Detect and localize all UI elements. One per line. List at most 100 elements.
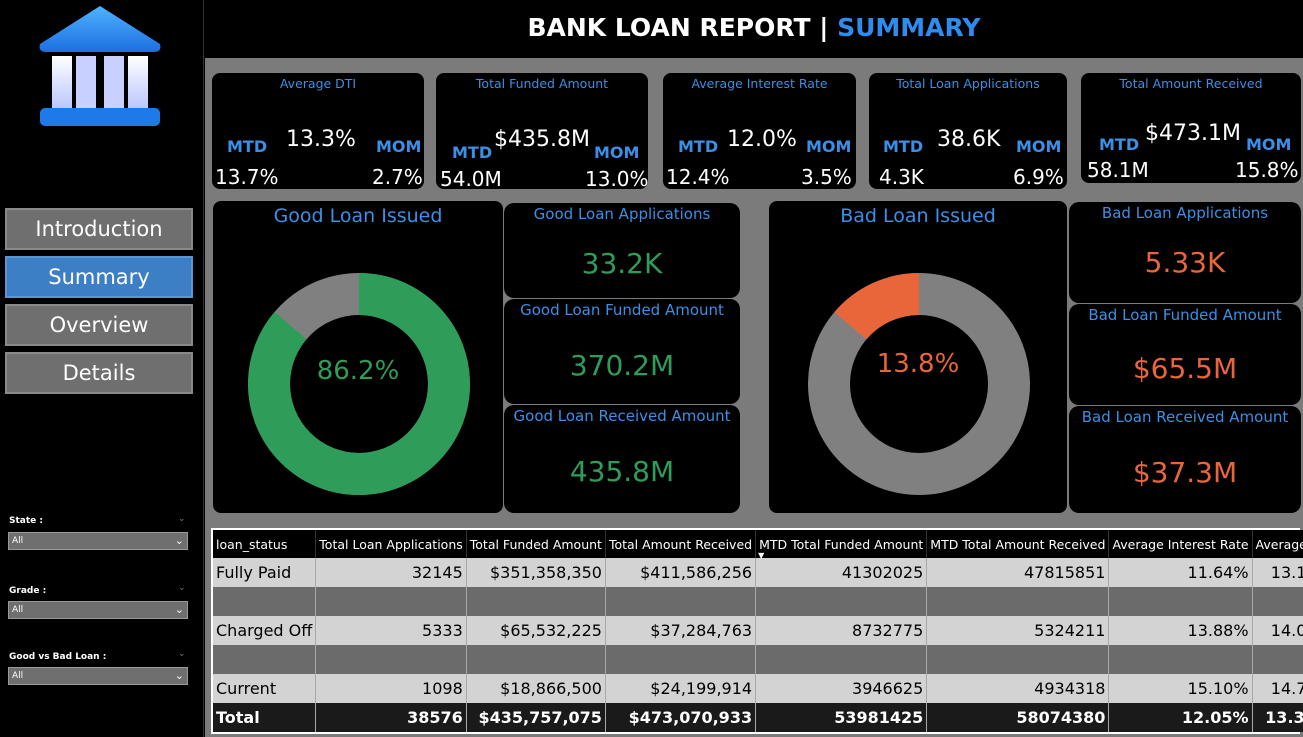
good-bad-filter-label: Good vs Bad Loan : bbox=[9, 652, 107, 662]
chevron-down-icon[interactable]: ⌄ bbox=[178, 583, 186, 593]
column-header[interactable]: Total Amount Received bbox=[605, 530, 757, 558]
kpi-mtd-label: MTD bbox=[883, 137, 924, 156]
table-header-row: loan_status Total Loan Applications Tota… bbox=[213, 530, 1303, 560]
kpi-total-funded-amount: Total Funded Amount MTD $435.8M MOM 54.0… bbox=[436, 73, 649, 191]
kpi-total-loan-applications: Total Loan Applications MTD 38.6K MOM 4.… bbox=[869, 73, 1067, 189]
kpi-average-interest-rate: Average Interest Rate MTD 12.0% MOM 12.4… bbox=[663, 73, 856, 189]
kpi-title: Average Interest Rate bbox=[691, 76, 828, 91]
column-header[interactable]: Total Funded Amount bbox=[466, 530, 606, 558]
grade-filter-dropdown[interactable]: All ⌄ bbox=[8, 601, 188, 619]
table-cell: 14.72% bbox=[1252, 674, 1303, 703]
sort-descending-icon: ▼ bbox=[758, 551, 765, 560]
card-title: Bad Loan Received Amount bbox=[1081, 408, 1289, 426]
card-value: $37.3M bbox=[1132, 456, 1238, 489]
page-title: BANK LOAN REPORT | SUMMARY bbox=[205, 0, 1303, 58]
kpi-title: Total Amount Received bbox=[1119, 76, 1263, 91]
table-row[interactable]: Charged Off 5333 $65,532,225 $37,284,763… bbox=[213, 616, 1303, 645]
kpi-mom-label: MOM bbox=[806, 137, 852, 156]
table-cell: Charged Off bbox=[213, 616, 317, 645]
kpi-mtd-label: MTD bbox=[452, 143, 493, 162]
good-loan-share-arc bbox=[248, 273, 470, 495]
kpi-mom-value: 2.7% bbox=[372, 165, 423, 189]
column-header[interactable]: Average DTI bbox=[1252, 530, 1303, 558]
chevron-down-icon[interactable]: ⌄ bbox=[178, 649, 186, 659]
table-cell: 12.05% bbox=[1108, 703, 1253, 732]
table-total-row: Total 38576 $435,757,075 $473,070,933 53… bbox=[213, 703, 1303, 732]
kpi-value: $435.8M bbox=[494, 127, 590, 152]
state-filter-value: All bbox=[12, 536, 24, 546]
chevron-down-icon: ⌄ bbox=[174, 603, 184, 616]
column-header[interactable]: MTD Total Funded Amount ▼ bbox=[755, 530, 928, 560]
table-cell: 47815851 bbox=[926, 558, 1110, 587]
column-header-label: MTD Total Funded Amount bbox=[759, 536, 924, 552]
kpi-title: Total Loan Applications bbox=[896, 76, 1040, 91]
kpi-mom-label: MOM bbox=[1016, 137, 1062, 156]
bad-loan-donut-chart bbox=[808, 273, 1030, 495]
kpi-mtd-value: 4.3K bbox=[879, 165, 924, 189]
state-filter-dropdown[interactable]: All ⌄ bbox=[8, 532, 188, 550]
kpi-mtd-value: 13.7% bbox=[215, 165, 279, 189]
kpi-mom-label: MOM bbox=[594, 143, 640, 162]
kpi-value: 13.3% bbox=[286, 127, 356, 152]
kpi-value: 12.0% bbox=[727, 127, 797, 152]
good-loan-issued-panel: Good Loan Issued 86.2% bbox=[213, 201, 503, 513]
table-cell: Fully Paid bbox=[213, 558, 317, 587]
bad-loan-received-card: Bad Loan Received Amount $37.3M bbox=[1069, 406, 1301, 513]
nav-summary-button[interactable]: Summary bbox=[5, 256, 193, 298]
sidebar: Introduction Summary Overview Details St… bbox=[0, 0, 204, 737]
table-cell: 13.88% bbox=[1108, 616, 1253, 645]
column-header[interactable]: MTD Total Amount Received bbox=[926, 530, 1110, 558]
kpi-title: Total Funded Amount bbox=[475, 76, 609, 91]
kpi-mom-value: 6.9% bbox=[1013, 165, 1064, 189]
table-cell: Current bbox=[213, 674, 317, 703]
good-loan-received-card: Good Loan Received Amount 435.8M bbox=[504, 405, 740, 513]
kpi-total-amount-received: Total Amount Received MTD $473.1M MOM 58… bbox=[1081, 73, 1301, 183]
table-cell: $37,284,763 bbox=[605, 616, 757, 645]
kpi-mom-value: 3.5% bbox=[801, 165, 852, 189]
kpi-title: Average DTI bbox=[279, 76, 357, 91]
table-cell: 11.64% bbox=[1108, 558, 1253, 587]
kpi-value: $473.1M bbox=[1145, 121, 1241, 146]
kpi-mtd-value: 12.4% bbox=[666, 165, 730, 189]
table-cell: 4934318 bbox=[926, 674, 1110, 703]
kpi-mtd-label: MTD bbox=[227, 137, 268, 156]
column-header[interactable]: Total Loan Applications bbox=[315, 530, 467, 558]
table-cell: 8732775 bbox=[755, 616, 928, 645]
table-spacer-row bbox=[213, 645, 1303, 674]
nav-details-button[interactable]: Details bbox=[5, 352, 193, 394]
bad-loan-title: Bad Loan Issued bbox=[840, 205, 996, 227]
good-bad-filter-dropdown[interactable]: All ⌄ bbox=[8, 667, 188, 685]
good-loan-title: Good Loan Issued bbox=[273, 205, 443, 227]
table-cell: 58074380 bbox=[926, 703, 1110, 732]
bad-loan-percent: 13.8% bbox=[876, 349, 960, 379]
good-loan-percent: 86.2% bbox=[316, 356, 400, 386]
kpi-mom-value: 15.8% bbox=[1235, 158, 1299, 182]
nav-overview-button[interactable]: Overview bbox=[5, 304, 193, 346]
state-filter-label: State : bbox=[9, 516, 43, 526]
card-title: Good Loan Received Amount bbox=[513, 407, 731, 425]
bad-loan-share-arc bbox=[808, 273, 1030, 495]
table-cell: $351,358,350 bbox=[466, 558, 606, 587]
table-cell: $18,866,500 bbox=[466, 674, 606, 703]
kpi-mtd-label: MTD bbox=[678, 137, 719, 156]
table-cell: $435,757,075 bbox=[466, 703, 606, 732]
table-row[interactable]: Current 1098 $18,866,500 $24,199,914 394… bbox=[213, 674, 1303, 703]
table-cell: 53981425 bbox=[755, 703, 928, 732]
chevron-down-icon[interactable]: ⌄ bbox=[178, 514, 186, 524]
nav-introduction-button[interactable]: Introduction bbox=[5, 208, 193, 250]
column-header[interactable]: loan_status bbox=[213, 530, 317, 558]
table-cell: 3946625 bbox=[755, 674, 928, 703]
card-title: Good Loan Funded Amount bbox=[520, 301, 724, 319]
kpi-value: 38.6K bbox=[937, 127, 1001, 152]
table-cell: 41302025 bbox=[755, 558, 928, 587]
card-title: Good Loan Applications bbox=[533, 205, 711, 223]
page-title-accent: SUMMARY bbox=[837, 13, 981, 42]
loan-status-table: loan_status Total Loan Applications Tota… bbox=[211, 528, 1303, 734]
table-row[interactable]: Fully Paid 32145 $351,358,350 $411,586,2… bbox=[213, 558, 1303, 587]
table-cell: 32145 bbox=[315, 558, 467, 587]
card-title: Bad Loan Applications bbox=[1101, 204, 1269, 222]
column-header[interactable]: Average Interest Rate bbox=[1108, 530, 1253, 558]
table-cell: $411,586,256 bbox=[605, 558, 757, 587]
table-cell: $24,199,914 bbox=[605, 674, 757, 703]
table-cell: 14.00% bbox=[1252, 616, 1303, 645]
